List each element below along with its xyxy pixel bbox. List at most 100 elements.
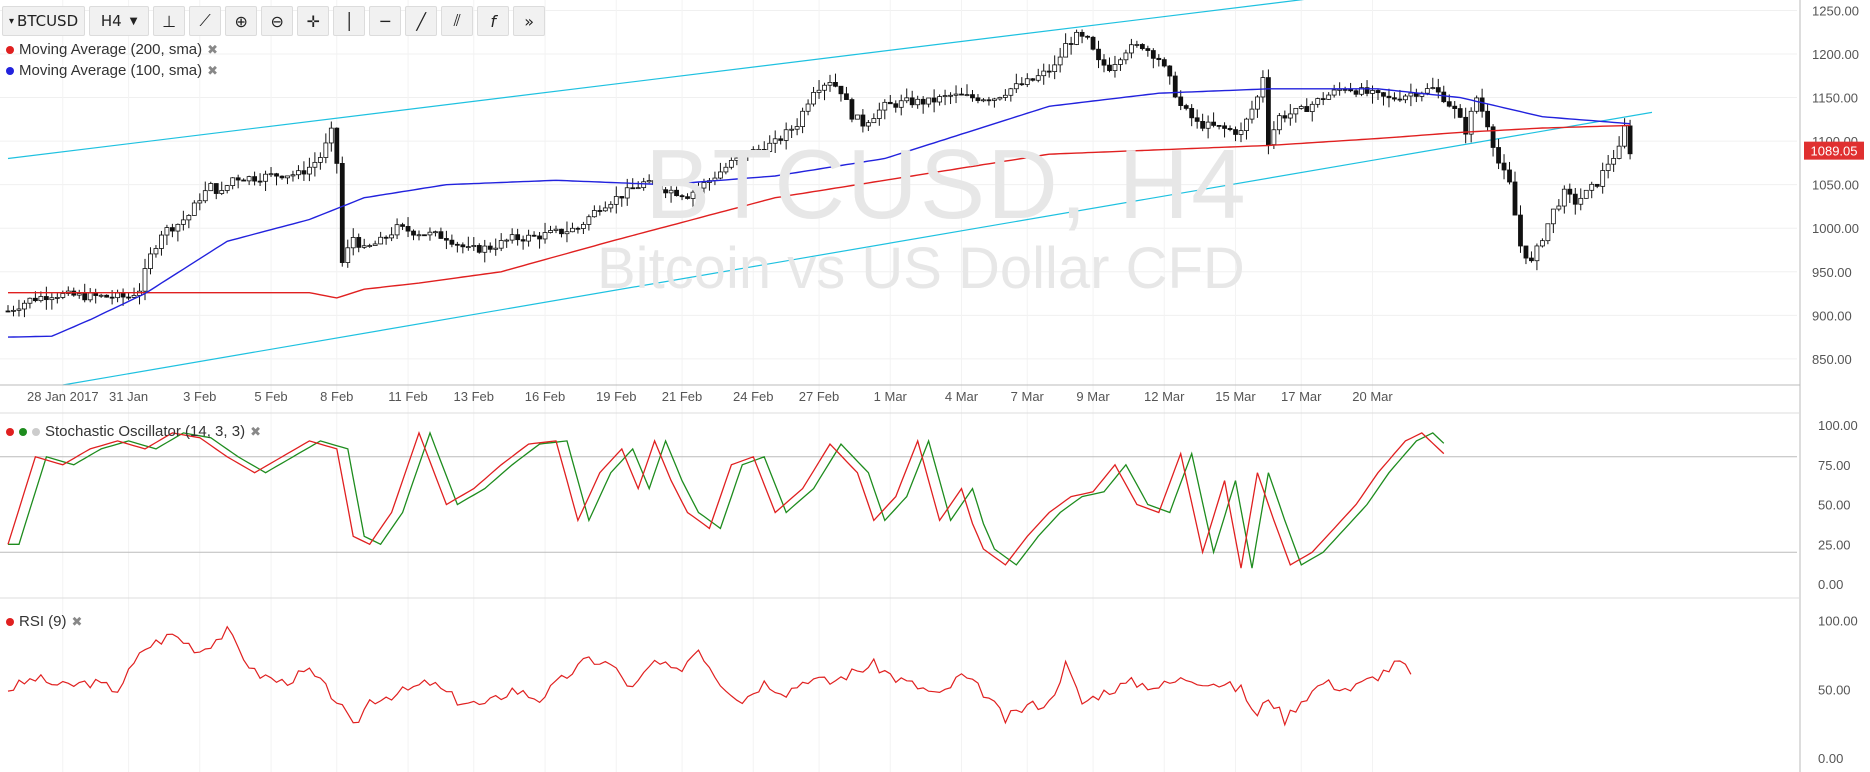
candle-body — [1118, 59, 1123, 65]
close-icon[interactable]: ✖ — [207, 62, 219, 78]
time-tick-label: 20 Mar — [1352, 389, 1393, 404]
zoom-out-icon[interactable]: ⊖ — [261, 6, 294, 36]
candle-body — [745, 154, 751, 157]
candle-body — [1441, 91, 1447, 103]
candle-body — [1348, 89, 1353, 92]
candle-body — [1567, 188, 1573, 195]
candle-body — [1594, 183, 1600, 187]
bar-style-icon[interactable]: ⊥ — [153, 6, 186, 36]
stoch-d-dot — [19, 427, 27, 436]
candle-body — [1276, 115, 1282, 131]
vertical-line-icon[interactable]: │ — [333, 6, 366, 36]
close-icon[interactable]: ✖ — [250, 423, 261, 439]
candle-body — [1370, 90, 1375, 94]
candle-body — [208, 183, 214, 192]
time-tick-label: 17 Mar — [1281, 389, 1322, 404]
candle-body — [1589, 183, 1595, 191]
candle-body — [663, 189, 668, 194]
candle-body — [339, 163, 345, 263]
crosshair-icon[interactable]: ✛ — [297, 6, 330, 36]
candle-body — [1271, 129, 1277, 146]
function-icon[interactable]: f — [477, 6, 510, 36]
candle-body — [449, 239, 455, 245]
candle-body — [1463, 116, 1469, 135]
candle-body — [876, 109, 882, 119]
candle-body — [975, 97, 981, 102]
pitchfork-icon[interactable]: ⫽ — [441, 6, 474, 36]
candle-body — [844, 93, 849, 100]
candle-body — [619, 196, 625, 199]
trend-line-icon[interactable]: ╱ — [405, 6, 438, 36]
candle-body — [296, 170, 301, 176]
horizontal-line-icon[interactable]: ─ — [369, 6, 402, 36]
candle-body — [487, 245, 493, 250]
candle-body — [306, 166, 312, 175]
candle-body — [559, 228, 564, 235]
candle-body — [438, 231, 444, 239]
candle-body — [1556, 205, 1562, 210]
candle-body — [624, 187, 630, 199]
candle-body — [794, 126, 800, 130]
candle-body — [471, 245, 477, 248]
legend-ma200[interactable]: Moving Average (200, sma) ✖ — [6, 41, 218, 58]
candle-body — [422, 234, 427, 237]
zoom-in-icon[interactable]: ⊕ — [225, 6, 258, 36]
candle-body — [400, 224, 405, 227]
candle-body — [1260, 77, 1266, 98]
close-icon[interactable]: ✖ — [71, 613, 83, 629]
candle-body — [723, 166, 729, 173]
candle-body — [1189, 108, 1195, 119]
time-tick-label: 9 Mar — [1076, 389, 1110, 404]
candle-body — [783, 129, 789, 141]
candle-body — [542, 232, 548, 240]
candle-body — [696, 187, 701, 193]
candle-body — [1134, 44, 1140, 46]
candle-body — [1435, 87, 1441, 93]
candle-body — [394, 224, 400, 236]
candle-body — [641, 181, 647, 189]
more-icon[interactable]: » — [513, 6, 546, 36]
candle-body — [345, 247, 351, 263]
close-icon[interactable]: ✖ — [207, 41, 219, 57]
candle-body — [131, 294, 137, 298]
chevron-down-icon: ▼ — [129, 15, 138, 27]
time-tick-label: 4 Mar — [945, 389, 979, 404]
candle-body — [597, 210, 603, 212]
candle-body — [498, 240, 504, 249]
candle-body — [833, 82, 838, 87]
candle-body — [1392, 97, 1397, 100]
candle-body — [241, 179, 247, 182]
candle-body — [1496, 147, 1501, 164]
ma200-label: Moving Average (200, sma) — [19, 41, 203, 58]
candle-body — [860, 114, 866, 127]
candle-body — [153, 248, 159, 255]
legend-ma100[interactable]: Moving Average (100, sma) ✖ — [6, 62, 218, 79]
symbol-button[interactable]: ▾ BTCUSD — [2, 6, 86, 36]
time-tick-label: 12 Mar — [1144, 389, 1185, 404]
indicators-icon[interactable]: ⟋ — [189, 6, 222, 36]
candle-body — [1457, 108, 1463, 118]
candle-body — [1008, 88, 1014, 96]
legend-stochastic[interactable]: Stochastic Oscillator (14, 3, 3) ✖ — [6, 423, 261, 440]
candle-body — [1211, 121, 1216, 126]
price-tick-label: 850.00 — [1812, 352, 1852, 367]
candle-body — [1183, 105, 1189, 109]
rsi-line — [7, 625, 1412, 727]
legend-rsi[interactable]: RSI (9) ✖ — [6, 613, 82, 630]
candle-body — [767, 142, 773, 152]
candle-body — [942, 95, 948, 97]
candle-body — [701, 182, 707, 189]
candle-body — [718, 171, 723, 179]
price-tick-label: 1200.00 — [1812, 47, 1859, 62]
candle-body — [1403, 95, 1408, 101]
candle-body — [674, 189, 679, 197]
candle-body — [1216, 125, 1222, 127]
stoch-k-line — [7, 430, 1445, 569]
candle-body — [433, 231, 438, 234]
rsi-tick-label: 0.00 — [1818, 751, 1843, 766]
interval-select[interactable]: H4 ▼ — [89, 6, 150, 36]
candle-body — [728, 160, 734, 168]
candle-body — [82, 293, 88, 301]
candle-body — [16, 308, 22, 311]
